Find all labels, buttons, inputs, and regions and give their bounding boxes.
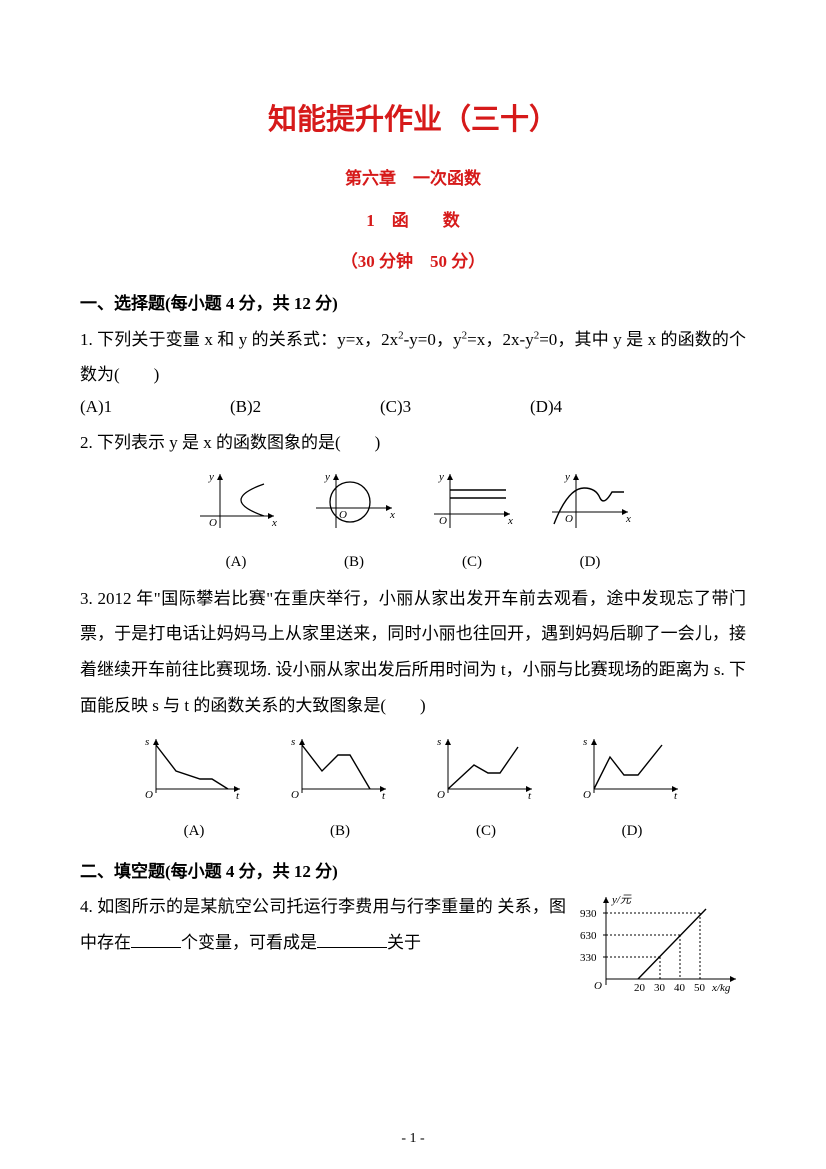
q1-opt-d: (D)4 bbox=[530, 389, 680, 425]
q2-svg-b: x y O bbox=[310, 468, 398, 532]
q2-panel-a: x y O (A) bbox=[192, 468, 280, 578]
q1-opt-a: (A)1 bbox=[80, 389, 230, 425]
q4-line1: 4. 如图所示的是某航空公司托运行李费用与行李重量的 bbox=[80, 897, 493, 916]
svg-text:O: O bbox=[594, 980, 602, 992]
svg-text:y: y bbox=[564, 471, 570, 483]
q4-chart: 930 630 330 20 30 40 50 y/元 x/kg O bbox=[576, 889, 746, 999]
svg-text:O: O bbox=[209, 517, 217, 529]
q4-blank-2 bbox=[317, 933, 387, 948]
q2-stem: 2. 下列表示 y 是 x 的函数图象的是( ) bbox=[80, 425, 746, 461]
svg-text:t: t bbox=[528, 790, 532, 801]
time-score: （30 分钟 50 分） bbox=[80, 244, 746, 280]
svg-text:y: y bbox=[438, 471, 444, 483]
q4-blank-1 bbox=[131, 933, 181, 948]
svg-text:x: x bbox=[625, 513, 631, 525]
q1-text-1: 1. 下列关于变量 x 和 y 的关系式：y=x，2x bbox=[80, 330, 398, 349]
q2-label-d: (D) bbox=[546, 547, 634, 579]
svg-text:x: x bbox=[507, 515, 513, 527]
q3-panel-d: t s O (D) bbox=[580, 731, 684, 847]
svg-text:x: x bbox=[389, 509, 395, 521]
q3-panel-b: t s O (B) bbox=[288, 731, 392, 847]
svg-text:40: 40 bbox=[674, 982, 686, 994]
q3-label-c: (C) bbox=[434, 816, 538, 848]
svg-text:y: y bbox=[324, 471, 330, 483]
q2-label-c: (C) bbox=[428, 547, 516, 579]
svg-text:x/kg: x/kg bbox=[711, 982, 731, 994]
q1-opt-b: (B)2 bbox=[230, 389, 380, 425]
q3-svg-b: t s O bbox=[288, 731, 392, 801]
q4-row: 4. 如图所示的是某航空公司托运行李费用与行李重量的 关系，图中存在个变量，可看… bbox=[80, 889, 746, 999]
q1-text-2: -y=0，y bbox=[404, 330, 462, 349]
q4-line2-mid: 个变量，可看成是 bbox=[181, 933, 317, 952]
q2-svg-c: x y O bbox=[428, 468, 516, 532]
q2-svg-a: x y O bbox=[192, 468, 280, 532]
q1-text-3: =x，2x-y bbox=[467, 330, 534, 349]
q2-panel-d: x y O (D) bbox=[546, 468, 634, 578]
section2-heading: 二、填空题(每小题 4 分，共 12 分) bbox=[80, 854, 746, 890]
q3-svg-c: t s O bbox=[434, 731, 538, 801]
svg-text:O: O bbox=[339, 509, 347, 521]
q3-label-a: (A) bbox=[142, 816, 246, 848]
q2-panel-b: x y O (B) bbox=[310, 468, 398, 578]
main-title: 知能提升作业（三十） bbox=[80, 90, 746, 151]
svg-text:330: 330 bbox=[580, 952, 597, 964]
q3-label-b: (B) bbox=[288, 816, 392, 848]
svg-text:t: t bbox=[674, 790, 678, 801]
svg-text:y/元: y/元 bbox=[611, 894, 632, 906]
svg-text:x: x bbox=[271, 517, 277, 529]
svg-text:s: s bbox=[437, 736, 441, 748]
chapter-title: 第六章 一次函数 bbox=[80, 161, 746, 197]
q3-label-d: (D) bbox=[580, 816, 684, 848]
svg-text:s: s bbox=[291, 736, 295, 748]
q3-graphs: t s O (A) t s O (B) t s O (C) bbox=[80, 731, 746, 847]
svg-text:O: O bbox=[439, 515, 447, 527]
q1-stem: 1. 下列关于变量 x 和 y 的关系式：y=x，2x2-y=0，y2=x，2x… bbox=[80, 322, 746, 393]
q3-stem: 3. 2012 年"国际攀岩比赛"在重庆举行，小丽从家出发开车前去观看，途中发现… bbox=[80, 581, 746, 724]
svg-text:y: y bbox=[208, 471, 214, 483]
q3-svg-a: t s O bbox=[142, 731, 246, 801]
q3-panel-a: t s O (A) bbox=[142, 731, 246, 847]
svg-text:s: s bbox=[145, 736, 149, 748]
svg-text:20: 20 bbox=[634, 982, 646, 994]
svg-text:O: O bbox=[583, 789, 591, 801]
q2-label-a: (A) bbox=[192, 547, 280, 579]
svg-text:O: O bbox=[145, 789, 153, 801]
svg-text:30: 30 bbox=[654, 982, 666, 994]
section1-heading: 一、选择题(每小题 4 分，共 12 分) bbox=[80, 286, 746, 322]
q2-label-b: (B) bbox=[310, 547, 398, 579]
svg-text:t: t bbox=[382, 790, 386, 801]
q3-svg-d: t s O bbox=[580, 731, 684, 801]
q4-text: 4. 如图所示的是某航空公司托运行李费用与行李重量的 关系，图中存在个变量，可看… bbox=[80, 889, 576, 960]
page-number: - 1 - bbox=[0, 1124, 826, 1153]
svg-text:s: s bbox=[583, 736, 587, 748]
q4-line2-post: 关于 bbox=[387, 933, 421, 952]
svg-text:O: O bbox=[565, 513, 573, 525]
q1-opt-c: (C)3 bbox=[380, 389, 530, 425]
q2-graphs: x y O (A) x y O (B) x y O (C) bbox=[80, 468, 746, 578]
svg-text:O: O bbox=[291, 789, 299, 801]
q1-options: (A)1 (B)2 (C)3 (D)4 bbox=[80, 389, 746, 425]
svg-text:50: 50 bbox=[694, 982, 706, 994]
svg-text:630: 630 bbox=[580, 930, 597, 942]
q2-svg-d: x y O bbox=[546, 468, 634, 532]
q2-panel-c: x y O (C) bbox=[428, 468, 516, 578]
svg-text:O: O bbox=[437, 789, 445, 801]
section-number: 1 函 数 bbox=[80, 203, 746, 239]
svg-text:930: 930 bbox=[580, 908, 597, 920]
q3-panel-c: t s O (C) bbox=[434, 731, 538, 847]
svg-text:t: t bbox=[236, 790, 240, 801]
